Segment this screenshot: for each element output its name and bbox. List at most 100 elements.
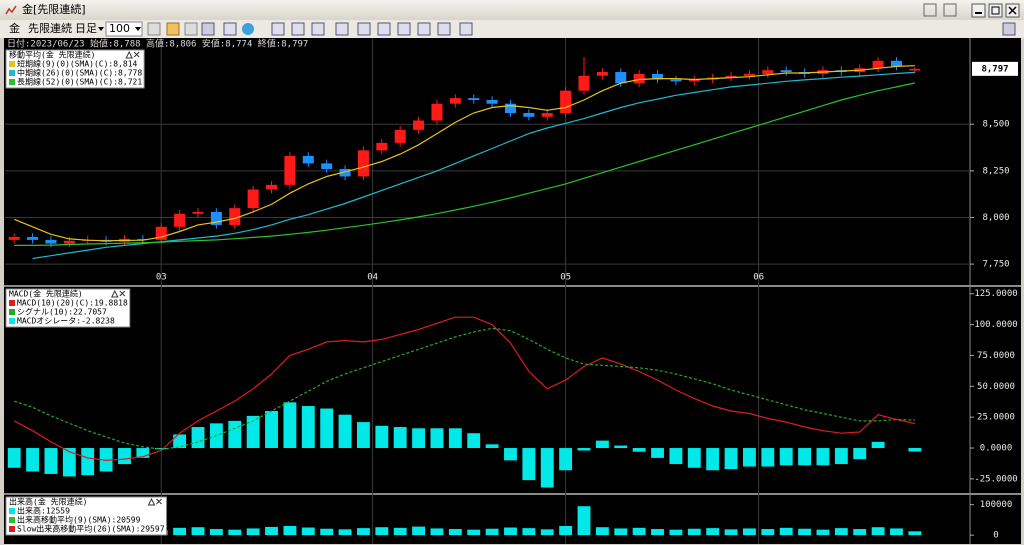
- oscillator-bar: [26, 448, 40, 472]
- y-tick-label: 7,750: [982, 260, 1009, 270]
- legend-icon[interactable]: [125, 50, 133, 59]
- legend-title: MACD(金 先限連続): [9, 289, 83, 299]
- candle-body: [339, 168, 351, 177]
- volume-bar: [669, 529, 683, 536]
- candle-body: [174, 213, 186, 227]
- oscillator-bar: [816, 448, 830, 466]
- volume-bar: [559, 526, 573, 536]
- candle-body: [596, 72, 608, 76]
- legend-close[interactable]: [119, 290, 126, 297]
- volume-bar: [632, 527, 646, 536]
- toolbar-icons[interactable]: [147, 22, 1016, 36]
- oscillator-bar: [761, 448, 775, 467]
- series-line: [32, 71, 915, 260]
- candle-body: [45, 239, 57, 244]
- legend-swatch: [9, 309, 15, 315]
- volume-bar: [687, 528, 701, 536]
- minimize-button[interactable]: [971, 3, 986, 18]
- volume-bar: [798, 528, 812, 536]
- oscillator-bar: [338, 414, 352, 449]
- candle-body: [229, 208, 241, 225]
- app-icon: [5, 5, 17, 15]
- period-button[interactable]: 日足: [75, 22, 97, 35]
- volume-bar: [834, 528, 848, 536]
- maximize-button[interactable]: [988, 3, 1003, 18]
- series-line: [13, 316, 916, 462]
- candle-body: [486, 99, 498, 104]
- legend: MACD(金 先限連続)MACD(10)(20)(C):19.8818シグナル(…: [5, 288, 131, 328]
- volume-bar: [375, 527, 389, 536]
- legend-swatch: [9, 318, 15, 324]
- candle-body: [192, 211, 204, 214]
- oscillator-bar: [356, 422, 370, 449]
- contract-button[interactable]: 先限連続: [28, 21, 72, 35]
- candle-body: [210, 211, 222, 225]
- oscillator-bar: [228, 420, 242, 449]
- dropdown-arrow[interactable]: [98, 27, 104, 31]
- volume-bar: [265, 526, 278, 536]
- candle-body: [63, 240, 75, 244]
- legend-close[interactable]: [156, 498, 162, 505]
- x-tick-label: 05: [560, 273, 571, 283]
- series-line: [13, 65, 915, 242]
- volume-bar: [890, 528, 903, 536]
- y-tick-label: 50.0000: [977, 382, 1015, 392]
- chart-area: [4, 38, 1021, 544]
- candle-body: [578, 75, 590, 91]
- legend-icon[interactable]: [147, 497, 156, 506]
- link-button[interactable]: [943, 3, 957, 17]
- title-bar: [0, 0, 1024, 20]
- candle-body: [541, 113, 553, 117]
- y-tick-label: 8,500: [982, 120, 1009, 130]
- count-box[interactable]: [105, 21, 143, 37]
- candle-body: [321, 163, 333, 169]
- candle-body: [394, 129, 406, 143]
- legend-entry: 中期線(26)(0)(SMA)(C):8,778: [17, 68, 142, 78]
- volume-bar: [356, 528, 370, 536]
- volume-bar: [908, 531, 922, 536]
- oscillator-bar: [724, 448, 738, 470]
- oscillator-bar: [540, 448, 554, 488]
- toolbar: [0, 20, 1024, 38]
- volume-bar: [742, 528, 756, 536]
- candle-body: [670, 79, 682, 82]
- oscillator-bar: [834, 448, 848, 465]
- legend-close[interactable]: [133, 51, 140, 58]
- volume-bar: [301, 527, 315, 536]
- oscillator-bar: [577, 448, 591, 451]
- oscillator-bar: [136, 448, 150, 458]
- volume-bar: [779, 527, 793, 536]
- x-tick-label: 04: [367, 273, 378, 283]
- oscillator-bar: [448, 428, 462, 449]
- oscillator-bar: [853, 448, 867, 460]
- x-tick-label: 06: [753, 273, 764, 283]
- oscillator-bar: [871, 441, 885, 449]
- oscillator-bar: [44, 448, 58, 474]
- x-tick-label: 03: [156, 273, 167, 283]
- oscillator-bar: [320, 408, 334, 449]
- oscillator-bar: [559, 448, 573, 471]
- candle-body: [780, 70, 792, 73]
- series-line: [14, 327, 915, 450]
- oscillator-bar: [375, 425, 389, 449]
- pin-button[interactable]: [923, 3, 937, 17]
- oscillator-bar: [504, 448, 517, 461]
- volume-bar: [246, 528, 260, 536]
- legend-box: [5, 49, 145, 89]
- ohlc-info: 日付:2023/06/23 始値:8,788 高値:8,806 安値:8,774…: [7, 38, 308, 50]
- window-buttons[interactable]: [923, 3, 1020, 18]
- candle-body: [762, 70, 774, 74]
- candle-body: [688, 79, 700, 82]
- oscillator-bar: [301, 406, 315, 449]
- symbol-button[interactable]: 金: [9, 21, 20, 35]
- candle-body: [615, 72, 627, 84]
- count-arrow[interactable]: [135, 27, 141, 31]
- count-value[interactable]: 100: [109, 22, 130, 35]
- candle-body: [247, 189, 259, 209]
- oscillator-bar: [467, 433, 481, 449]
- legend-icon[interactable]: [110, 289, 119, 298]
- legend-entry: 長期線(52)(0)(SMA)(C):8,721: [17, 77, 142, 87]
- volume-bar: [209, 529, 223, 536]
- oscillator-bar: [283, 402, 297, 449]
- volume-bar: [577, 506, 591, 536]
